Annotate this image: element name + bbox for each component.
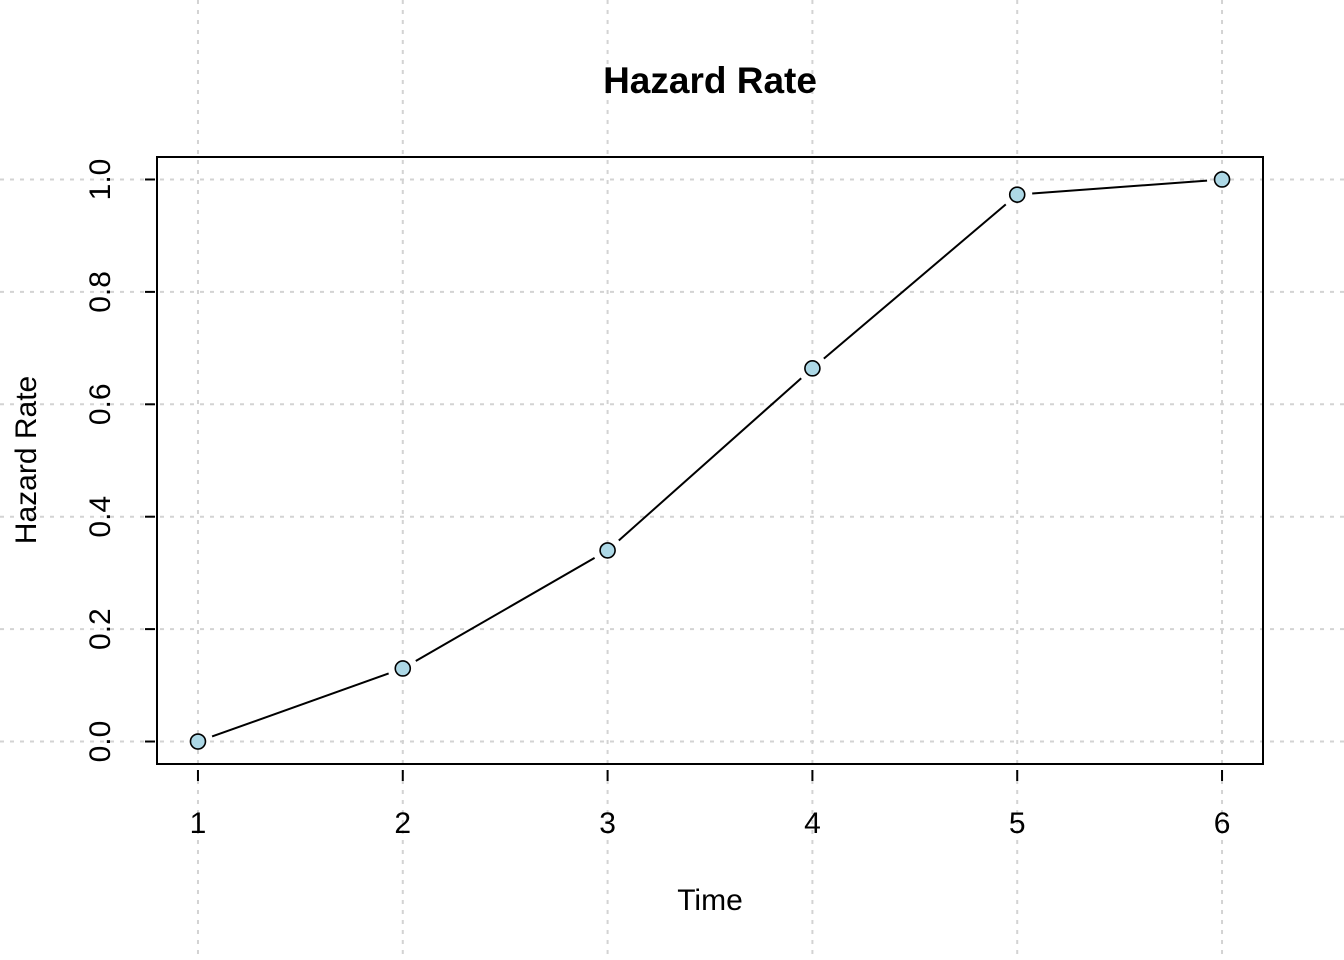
series-hazard-rate (211, 179, 1208, 738)
data-point-2 (394, 660, 412, 677)
x-tick-label-5: 5 (1009, 807, 1026, 840)
y-tick-label-0.2: 0.2 (84, 608, 117, 650)
chart-title: Hazard Rate (603, 60, 817, 101)
y-axis-label: Hazard Rate (10, 376, 43, 544)
data-point-1 (189, 733, 207, 750)
data-points (189, 171, 1231, 750)
y-tick-label-0.4: 0.4 (84, 496, 117, 538)
y-tick-label-0.6: 0.6 (84, 383, 117, 425)
y-tick-label-1.0: 1.0 (84, 159, 117, 201)
series-segment-2 (415, 557, 596, 662)
x-tick-label-1: 1 (190, 807, 207, 840)
x-tick-label-6: 6 (1214, 807, 1231, 840)
series-segment-5 (1032, 179, 1208, 195)
y-axis: 0.0 0.2 0.4 0.6 0.8 1.0 (84, 159, 155, 763)
y-tick-label-0.0: 0.0 (84, 721, 117, 763)
plot-area-frame (156, 156, 1264, 765)
data-point-5 (1008, 186, 1026, 203)
data-point-3 (599, 542, 616, 559)
series-segment-4 (823, 203, 1007, 360)
x-axis: 1 2 3 4 5 6 (190, 770, 1231, 840)
y-tick-label-0.8: 0.8 (84, 271, 117, 313)
series-segment-3 (618, 377, 802, 542)
x-tick-label-2: 2 (394, 807, 411, 840)
data-point-4 (804, 360, 821, 377)
series-segment-1 (211, 672, 389, 738)
x-axis-label: Time (677, 884, 743, 917)
x-tick-label-3: 3 (599, 807, 616, 840)
x-tick-label-4: 4 (804, 807, 821, 840)
data-point-6 (1213, 171, 1231, 188)
